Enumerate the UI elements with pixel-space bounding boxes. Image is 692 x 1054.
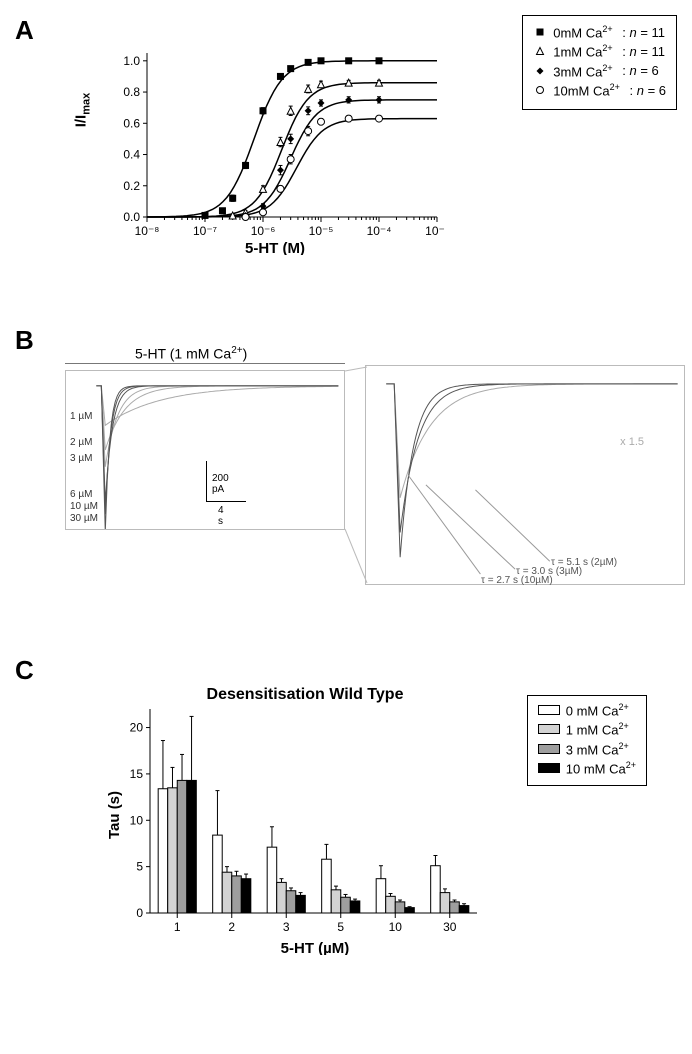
y-axis-title-a: I/Imax <box>72 93 92 128</box>
desensitisation-bar-chart: Desensitisation Wild Type 0 5 10 15 20 1 2 3 5 10… <box>105 685 485 955</box>
svg-text:10⁻⁸: 10⁻⁸ <box>135 224 160 238</box>
svg-text:1.0: 1.0 <box>123 54 140 68</box>
svg-text:10⁻³: 10⁻³ <box>425 224 445 238</box>
panel-c-legend: 0 mM Ca2+ 1 mM Ca2+ 3 mM Ca2+ 10 mM Ca2+ <box>527 695 647 786</box>
scale-x: 4 s <box>218 505 224 527</box>
panel-a-legend: 0mM Ca2+ : n = 11 1mM Ca2+ : n = 11 3mM Ca… <box>522 15 677 110</box>
scale-y: 200 pA <box>212 473 229 495</box>
panel-a-label: A <box>15 15 34 46</box>
panel-c-label: C <box>15 655 34 686</box>
conc-1um: 1 µM <box>70 411 92 422</box>
legend-row: 0mM Ca2+ : n = 11 <box>533 24 666 40</box>
legend-row: 3mM Ca2+ : n = 6 <box>533 63 666 79</box>
svg-text:15: 15 <box>130 767 144 781</box>
y-axis-title-c: Tau (s) <box>106 791 123 839</box>
svg-text:0: 0 <box>136 906 143 920</box>
panel-c: C Desensitisation Wild Type 0 5 10 15 20 1 2 3 5… <box>15 655 677 985</box>
x-axis-title-a: 5-HT (M) <box>245 240 305 255</box>
svg-text:20: 20 <box>130 721 144 735</box>
traces-right-box: x 1.5 τ = 5.1 s (2µM) τ = 3.0 s (3µM) τ … <box>365 365 685 585</box>
svg-text:3: 3 <box>283 920 290 934</box>
panel-c-title: Desensitisation Wild Type <box>207 686 404 703</box>
svg-text:10: 10 <box>130 813 144 827</box>
svg-text:0.8: 0.8 <box>123 85 140 99</box>
panel-b-title: 5-HT (1 mM Ca2+) <box>135 345 247 362</box>
panel-a: A 0.0 0.2 0.4 0.6 0.8 1.0 10⁻⁸ 10⁻⁷ 10⁻⁶ 10⁻⁵ 10⁻⁴… <box>15 15 677 295</box>
conc-30um: 30 µM <box>70 513 98 524</box>
svg-text:0.6: 0.6 <box>123 116 140 130</box>
legend-row: 1 mM Ca2+ <box>538 721 636 737</box>
current-traces-left <box>66 371 344 529</box>
panel-b-label: B <box>15 325 34 356</box>
svg-text:1: 1 <box>174 920 181 934</box>
svg-text:0.4: 0.4 <box>123 148 140 162</box>
traces-left-box: 1 µM 2 µM 3 µM 6 µM 10 µM 30 µM 200 pA 4… <box>65 370 345 530</box>
legend-row: 3 mM Ca2+ <box>538 741 636 757</box>
tau-10um: τ = 2.7 s (10µM) <box>481 575 553 586</box>
panel-b: B 5-HT (1 mM Ca2+) 1 µM 2 µM 3 µM 6 µM 1… <box>15 325 677 625</box>
legend-row: 0 mM Ca2+ <box>538 702 636 718</box>
x-axis-title-c: 5-HT (µM) <box>281 940 350 955</box>
svg-text:10⁻⁴: 10⁻⁴ <box>367 224 392 238</box>
svg-text:10: 10 <box>389 920 403 934</box>
zoom-label: x 1.5 <box>620 436 644 448</box>
svg-text:5: 5 <box>337 920 344 934</box>
svg-text:0.0: 0.0 <box>123 210 140 224</box>
svg-text:10⁻⁵: 10⁻⁵ <box>309 224 334 238</box>
svg-text:10⁻⁶: 10⁻⁶ <box>251 224 276 238</box>
svg-text:2: 2 <box>228 920 235 934</box>
svg-text:5: 5 <box>136 860 143 874</box>
application-bar <box>65 363 345 364</box>
svg-text:10⁻⁷: 10⁻⁷ <box>193 224 217 238</box>
svg-text:30: 30 <box>443 920 457 934</box>
current-traces-right <box>366 366 684 584</box>
dose-response-chart: 0.0 0.2 0.4 0.6 0.8 1.0 10⁻⁸ 10⁻⁷ 10⁻⁶ 10⁻⁵ 10⁻⁴ 10… <box>105 45 445 255</box>
legend-row: 10 mM Ca2+ <box>538 760 636 776</box>
conc-6um: 6 µM <box>70 489 92 500</box>
legend-row: 10mM Ca2+ : n = 6 <box>533 82 666 98</box>
conc-3um: 3 µM <box>70 453 92 464</box>
legend-row: 1mM Ca2+ : n = 11 <box>533 43 666 59</box>
conc-10um: 10 µM <box>70 501 98 512</box>
conc-2um: 2 µM <box>70 437 92 448</box>
svg-text:0.2: 0.2 <box>123 179 140 193</box>
